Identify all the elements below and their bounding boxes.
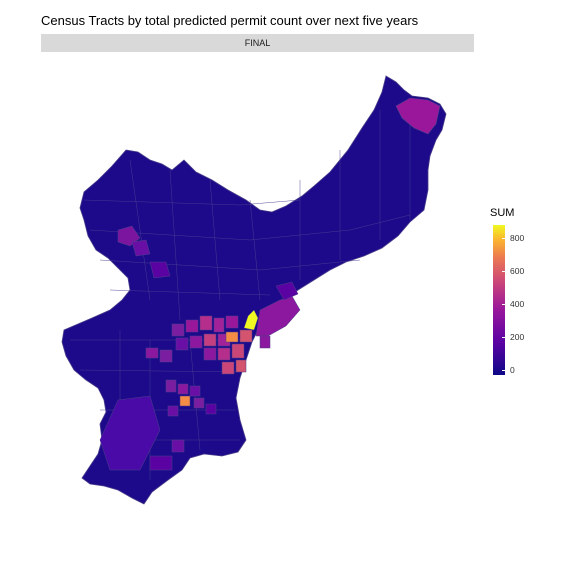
legend-title: SUM	[490, 207, 515, 219]
legend-tick-label: 200	[510, 332, 525, 342]
tract-max-yellow	[243, 309, 259, 331]
legend-colorbar	[493, 225, 505, 375]
legend-tick-label: 800	[510, 233, 525, 243]
legend-tickmark	[502, 304, 505, 305]
facet-strip: FINAL	[41, 34, 474, 52]
tract-northeast-high	[395, 97, 441, 135]
map-title: Census Tracts by total predicted permit …	[41, 13, 419, 28]
south-cluster	[99, 379, 217, 471]
tract-high-orange-1	[225, 331, 239, 343]
legend-tick-label: 0	[510, 365, 515, 375]
facet-label: FINAL	[244, 38, 271, 48]
tract-northwest-2	[131, 239, 151, 257]
legend-tickmark	[502, 337, 505, 338]
legend-tickmark	[502, 271, 505, 272]
legend-tickmark	[502, 238, 505, 239]
city-outline	[61, 75, 447, 505]
legend-tick-label: 400	[510, 299, 525, 309]
legend: SUM 800 600 400 200 0	[490, 207, 550, 387]
tract-high-orange-2	[179, 395, 191, 407]
tract-northwest-3	[149, 261, 171, 279]
legend-tick-label: 600	[510, 266, 525, 276]
central-cluster	[145, 281, 301, 375]
legend-tickmark	[502, 370, 505, 371]
